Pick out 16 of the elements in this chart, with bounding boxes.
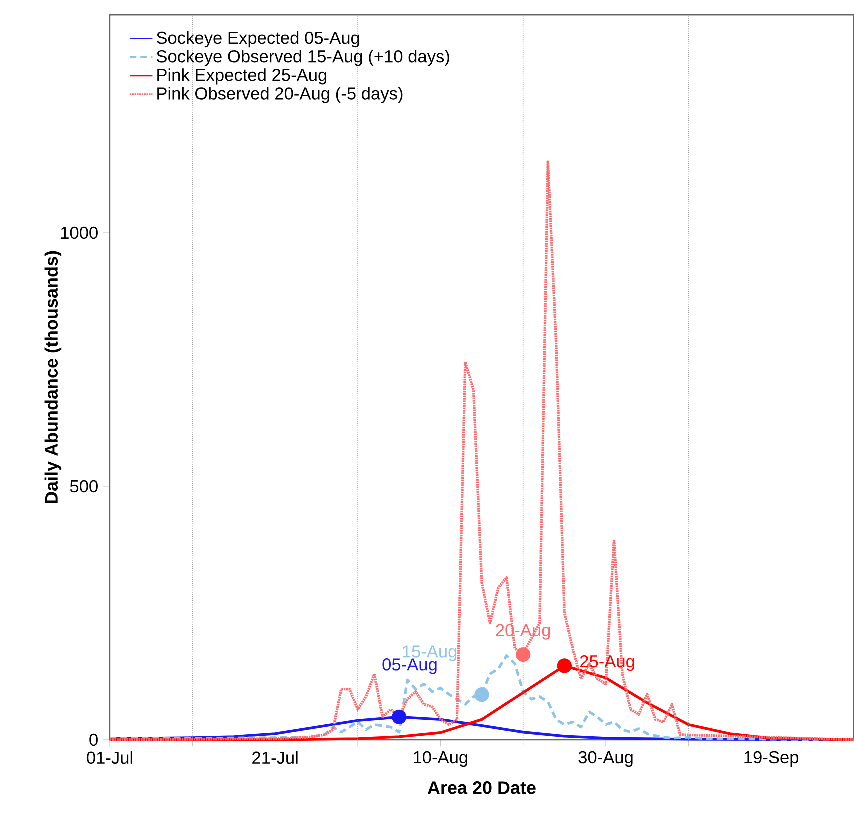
y-axis-title: Daily Abundance (thousands) (44, 251, 62, 504)
x-tick-label: 21-Jul (252, 751, 298, 764)
annotation: 25-Aug (580, 655, 634, 672)
line-series (108, 160, 854, 742)
legend-label: Sockeye Expected 05-Aug (156, 31, 360, 48)
legend-label: Sockeye Observed 15-Aug (+10 days) (156, 50, 450, 66)
y-tick-label: 0 (90, 734, 98, 746)
x-tick-label: 01-Jul (87, 751, 132, 764)
x-tick-label: 19-Sep (744, 751, 799, 768)
y-tick-label: 500 (70, 480, 98, 493)
legend-label: Pink Observed 20-Aug (-5 days) (158, 87, 403, 104)
y-tick-label: 1000 (61, 226, 98, 240)
x-tick-label: 30-Aug (578, 751, 633, 768)
legend-label: Pink Expected 25-Aug (158, 68, 327, 85)
x-tick-label: 10-Aug (414, 751, 468, 768)
x-axis-title: Area 20 Date (428, 782, 536, 794)
